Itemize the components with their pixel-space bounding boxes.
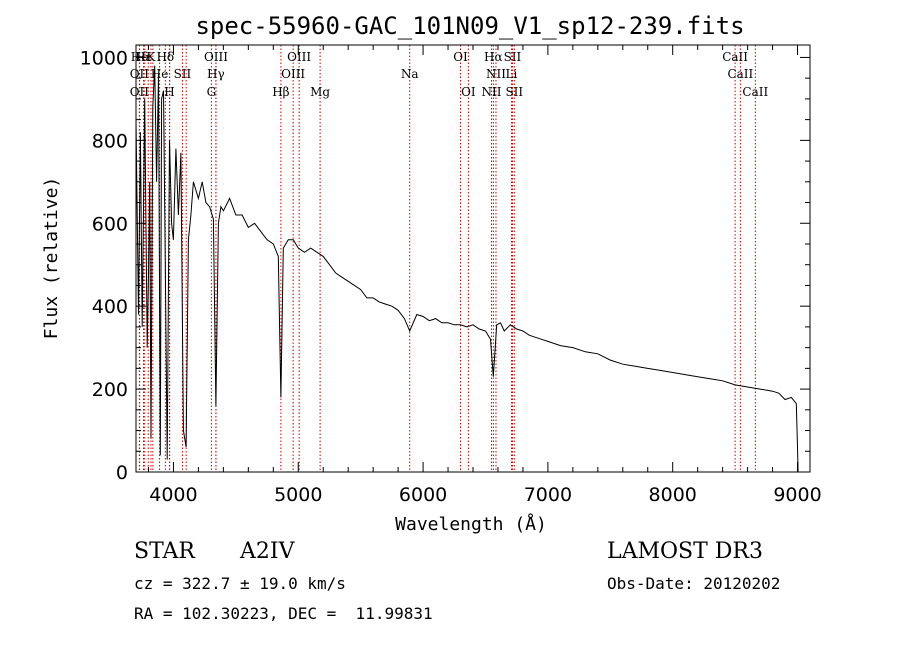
spectral-line-label: SII: [504, 50, 522, 64]
survey-name: LAMOST DR3: [607, 539, 763, 564]
spectral-line-label: CaII: [742, 85, 768, 99]
spectral-line-label: OIII: [287, 50, 311, 64]
spectral-line-label: OIII: [204, 50, 228, 64]
spectral-line-label: Li: [506, 67, 518, 81]
spectral-line-label: Hα: [484, 50, 503, 64]
y-tick-label: 800: [92, 130, 128, 152]
spectral-line-label: Mg: [310, 85, 330, 99]
spectral-line-label: NII: [486, 67, 506, 81]
spectral-line-label: OI: [461, 85, 476, 99]
object-subclass: A2IV: [240, 539, 295, 564]
x-axis-label: Wavelength (Å): [395, 513, 547, 535]
y-tick-label: 600: [92, 213, 128, 235]
y-tick-label: 1000: [80, 47, 128, 69]
spectral-line-label: K: [146, 50, 156, 64]
x-tick-label: 8000: [649, 484, 697, 506]
redshift-text: cz = 322.7 ± 19.0 km/s: [134, 574, 346, 593]
spectral-line-label: OII: [130, 67, 150, 81]
chart-title: spec-55960-GAC_101N09_V1_sp12-239.fits: [195, 12, 744, 40]
object-class: STAR: [134, 539, 195, 564]
plot-frame: [135, 44, 811, 473]
spectral-line-label: Hδ: [156, 50, 174, 64]
x-tick-label: 4000: [149, 484, 197, 506]
spectral-line-label: NII: [481, 85, 501, 99]
spectral-line-label: CaII: [727, 67, 753, 81]
x-tick-label: 9000: [773, 484, 821, 506]
x-tick-label: 7000: [524, 484, 572, 506]
spectral-line-label: SII: [174, 67, 192, 81]
spectrum-series-line: [135, 65, 799, 473]
obs-date-text: Obs-Date: 20120202: [607, 574, 781, 593]
spectral-line-label: OI: [453, 50, 468, 64]
spectral-line-label: G: [207, 85, 217, 99]
x-tick-label: 5000: [274, 484, 322, 506]
spectral-line-label: SII: [505, 85, 523, 99]
y-axis: 0 200 400 600 800 1000: [80, 47, 810, 484]
y-tick-label: 200: [92, 379, 128, 401]
spectral-line-label: H: [164, 85, 174, 99]
coordinates-text: RA = 102.30223, DEC = 11.99831: [134, 604, 433, 623]
x-axis: 4000 5000 6000 7000 8000 9000: [147, 45, 822, 506]
x-tick-label: 6000: [399, 484, 447, 506]
spectral-line-label: He: [151, 67, 169, 81]
spectral-line-label: OIII: [281, 67, 305, 81]
spectral-line-label: Na: [401, 67, 419, 81]
spectral-line-label: Hγ: [207, 67, 225, 81]
spectral-line-markers: [138, 45, 756, 472]
y-tick-label: 0: [116, 462, 128, 484]
spectral-line-label: Hβ: [272, 85, 289, 99]
spectral-line-label: OII: [130, 85, 150, 99]
y-axis-label: Flux (relative): [41, 177, 62, 340]
spectral-line-label: CaII: [722, 50, 748, 64]
y-tick-label: 400: [92, 296, 128, 318]
